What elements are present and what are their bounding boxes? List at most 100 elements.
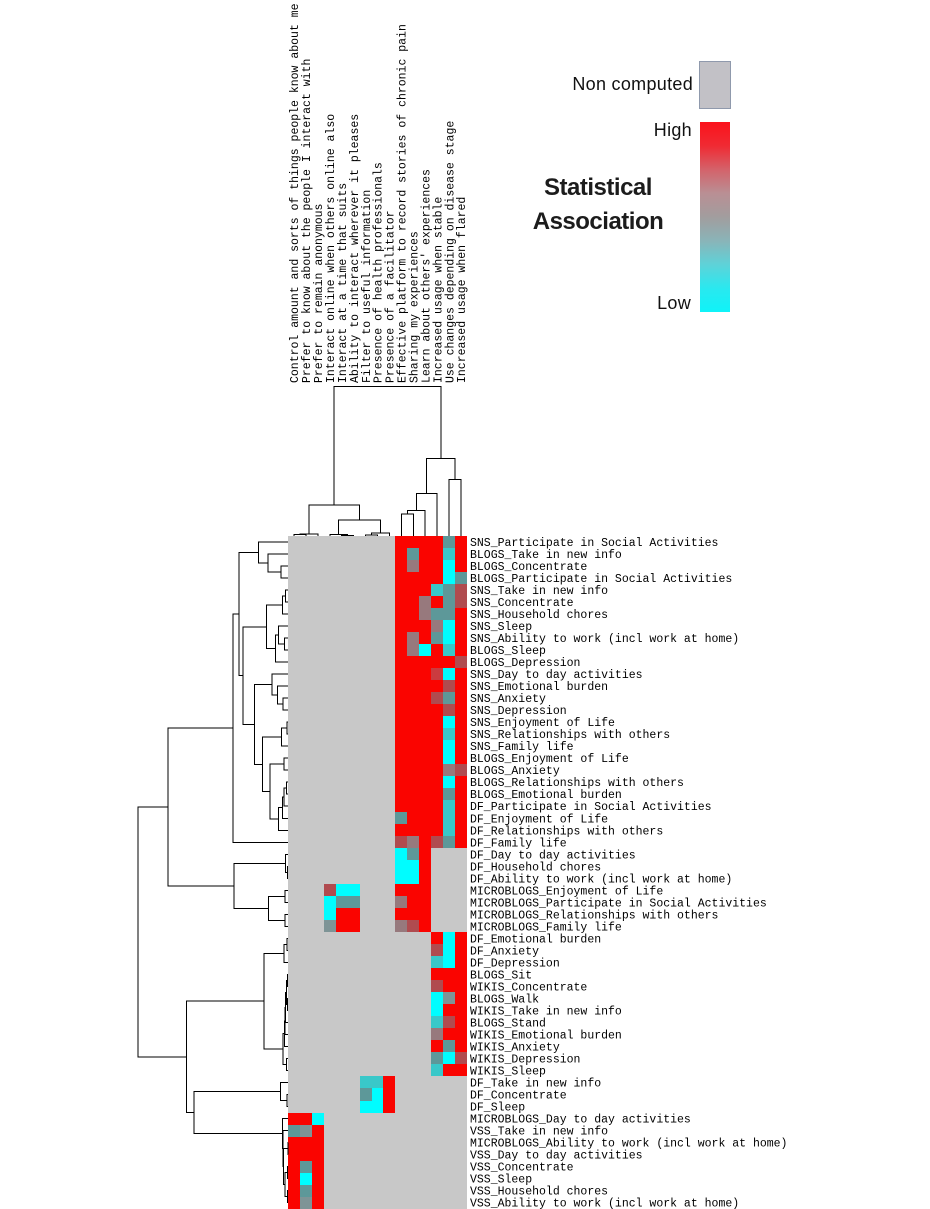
heatmap-cell	[324, 860, 336, 872]
heatmap-cell	[312, 680, 324, 692]
heatmap-cell	[407, 584, 419, 596]
heatmap-cell	[348, 872, 360, 884]
heatmap-cell	[336, 1113, 348, 1125]
heatmap-cell	[395, 560, 407, 572]
row-dendrogram-link	[287, 997, 288, 1011]
heatmap-cell	[312, 1173, 324, 1185]
heatmap-cell	[395, 824, 407, 836]
colorbar-high-label: High	[653, 120, 692, 140]
heatmap-cell	[336, 1064, 348, 1076]
heatmap-cell	[312, 668, 324, 680]
heatmap-cell	[443, 692, 455, 704]
heatmap-cell	[383, 1004, 395, 1016]
column-label: Increased usage when flared	[456, 197, 469, 383]
heatmap-cell	[372, 1076, 383, 1088]
heatmap-cell	[336, 1185, 348, 1197]
heatmap-cell	[288, 824, 300, 836]
heatmap-cell	[288, 980, 300, 992]
heatmap-cell	[431, 1125, 443, 1137]
heatmap-cell	[443, 1113, 455, 1125]
heatmap-cell	[455, 860, 467, 872]
heatmap-cell	[336, 908, 348, 920]
heatmap-cell	[455, 1088, 467, 1101]
row-label: WIKIS_Anxiety	[470, 1042, 560, 1055]
heatmap-cell	[372, 824, 383, 836]
heatmap-cell	[431, 1052, 443, 1064]
heatmap-cell	[336, 860, 348, 872]
heatmap-cell	[407, 1076, 419, 1088]
heatmap-cell	[372, 764, 383, 776]
heatmap-cell	[324, 872, 336, 884]
heatmap-cell	[419, 980, 431, 992]
heatmap-cell	[455, 656, 467, 668]
heatmap-cell	[288, 1173, 300, 1185]
heatmap-cell	[300, 1173, 312, 1185]
heatmap-cell	[407, 932, 419, 944]
heatmap-cell	[300, 1088, 312, 1101]
heatmap-cell	[383, 944, 395, 956]
heatmap-cell	[431, 1040, 443, 1052]
heatmap-cell	[324, 596, 336, 608]
heatmap-cell	[395, 788, 407, 800]
heatmap-cell	[431, 680, 443, 692]
heatmap-cell	[348, 572, 360, 584]
heatmap-cell	[372, 1028, 383, 1040]
heatmap-cell	[443, 752, 455, 764]
heatmap-cell	[288, 704, 300, 716]
heatmap-cell	[383, 1028, 395, 1040]
heatmap-cell	[300, 848, 312, 860]
heatmap-cell	[336, 920, 348, 932]
heatmap-cell	[360, 1113, 372, 1125]
heatmap-cell	[300, 752, 312, 764]
heatmap-cell	[419, 800, 431, 812]
row-label: DF_Emotional burden	[470, 933, 601, 946]
heatmap-cell	[383, 740, 395, 752]
heatmap-cell	[336, 1197, 348, 1209]
heatmap-cell	[300, 764, 312, 776]
heatmap-cell	[419, 908, 431, 920]
heatmap-cell	[455, 596, 467, 608]
row-dendrogram-link	[282, 697, 288, 711]
heatmap-cell	[455, 1149, 467, 1161]
heatmap-cell	[288, 1076, 300, 1088]
heatmap-cell	[407, 692, 419, 704]
heatmap-cell	[348, 944, 360, 956]
heatmap-cell	[360, 1137, 372, 1149]
heatmap-cell	[383, 644, 395, 656]
heatmap-cell	[395, 632, 407, 644]
heatmap-cell	[407, 908, 419, 920]
heatmap-cell	[372, 716, 383, 728]
heatmap-cell	[336, 740, 348, 752]
heatmap-cell	[455, 716, 467, 728]
heatmap-cell	[372, 608, 383, 620]
heatmap-cell	[300, 1052, 312, 1064]
heatmap-cell	[443, 992, 455, 1004]
row-dendrogram-link	[268, 895, 285, 921]
heatmap-cell	[372, 596, 383, 608]
heatmap-cell	[419, 656, 431, 668]
heatmap-cell	[383, 836, 395, 848]
heatmap-cell	[455, 644, 467, 656]
heatmap-cell	[419, 548, 431, 560]
heatmap-cell	[455, 872, 467, 884]
heatmap-cell	[312, 944, 324, 956]
heatmap-cell	[443, 1052, 455, 1064]
heatmap-cell	[312, 812, 324, 824]
heatmap-cell	[288, 608, 300, 620]
heatmap-cell	[348, 992, 360, 1004]
heatmap-cell	[443, 776, 455, 788]
heatmap-cell	[360, 548, 372, 560]
heatmap-cell	[443, 824, 455, 836]
heatmap-cell	[419, 884, 431, 896]
heatmap-cell	[407, 1052, 419, 1064]
heatmap-cell	[383, 932, 395, 944]
heatmap-cell	[288, 800, 300, 812]
heatmap-cell	[348, 1064, 360, 1076]
heatmap-cell	[407, 896, 419, 908]
heatmap-cell	[312, 752, 324, 764]
heatmap-cell	[312, 644, 324, 656]
heatmap-cell	[360, 656, 372, 668]
heatmap-cell	[300, 740, 312, 752]
heatmap-cell	[383, 896, 395, 908]
heatmap-cell	[324, 896, 336, 908]
